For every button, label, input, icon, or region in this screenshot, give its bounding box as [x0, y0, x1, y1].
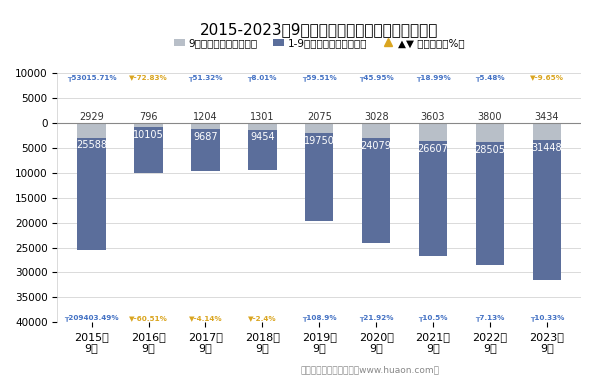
Text: 26607: 26607	[418, 144, 448, 153]
Bar	[248, 123, 277, 170]
Text: ▼-2.4%: ▼-2.4%	[248, 315, 277, 321]
Text: ▼-4.14%: ▼-4.14%	[188, 315, 222, 321]
Bar	[305, 123, 334, 221]
Text: 796: 796	[139, 112, 158, 122]
Bar	[305, 123, 334, 133]
Text: ▼-72.83%: ▼-72.83%	[129, 74, 168, 80]
Bar	[134, 123, 163, 173]
Text: 2929: 2929	[79, 112, 104, 122]
Text: 2075: 2075	[307, 112, 331, 122]
Text: ┰10.5%: ┰10.5%	[418, 314, 448, 321]
Bar	[419, 123, 447, 256]
Bar	[134, 123, 163, 127]
Text: ┰108.9%: ┰108.9%	[302, 314, 337, 321]
Text: ┰8.01%: ┰8.01%	[247, 74, 277, 81]
Bar	[362, 123, 390, 138]
Text: ┰209403.49%: ┰209403.49%	[64, 314, 119, 321]
Legend: 9月期货成交量（万手）, 1-9月期货成交量（万手）, ▲▼ 同比增长（%）: 9月期货成交量（万手）, 1-9月期货成交量（万手）, ▲▼ 同比增长（%）	[170, 34, 468, 52]
Bar	[191, 123, 220, 129]
Text: 3603: 3603	[421, 112, 445, 122]
Text: 1204: 1204	[193, 112, 218, 122]
Text: 制图：华经产业研究院（www.huaon.com）: 制图：华经产业研究院（www.huaon.com）	[300, 365, 439, 374]
Text: 10105: 10105	[133, 130, 164, 139]
Bar	[533, 123, 561, 140]
Bar	[362, 123, 390, 243]
Text: ┰59.51%: ┰59.51%	[302, 74, 337, 81]
Bar	[191, 123, 220, 171]
Text: 31448: 31448	[532, 143, 562, 153]
Text: ▼-9.65%: ▼-9.65%	[530, 74, 564, 80]
Text: ┰21.92%: ┰21.92%	[359, 314, 393, 321]
Text: 3434: 3434	[535, 112, 559, 122]
Bar	[533, 123, 561, 280]
Text: 3028: 3028	[364, 112, 389, 122]
Bar	[77, 123, 106, 250]
Text: 3800: 3800	[478, 112, 502, 122]
Text: 1301: 1301	[250, 112, 275, 122]
Bar	[248, 123, 277, 130]
Text: 9454: 9454	[250, 132, 275, 142]
Text: ┰53015.71%: ┰53015.71%	[67, 74, 116, 81]
Bar	[419, 123, 447, 141]
Bar	[476, 123, 504, 265]
Bar	[476, 123, 504, 142]
Text: ┰5.48%: ┰5.48%	[475, 74, 505, 81]
Text: 25588: 25588	[76, 140, 107, 150]
Title: 2015-2023年9月郑州商品交易所甲醇期货成交量: 2015-2023年9月郑州商品交易所甲醇期货成交量	[200, 23, 439, 38]
Text: 9687: 9687	[193, 132, 218, 142]
Bar	[77, 123, 106, 138]
Text: ▼-60.51%: ▼-60.51%	[129, 315, 168, 321]
Text: 28505: 28505	[474, 144, 505, 155]
Text: ┰10.33%: ┰10.33%	[530, 314, 564, 321]
Text: ┰51.32%: ┰51.32%	[188, 74, 223, 81]
Text: ┰18.99%: ┰18.99%	[415, 74, 451, 81]
Text: 24079: 24079	[361, 141, 392, 151]
Text: 19750: 19750	[304, 136, 335, 146]
Text: ┰45.95%: ┰45.95%	[359, 74, 393, 81]
Text: ┰7.13%: ┰7.13%	[475, 314, 505, 321]
